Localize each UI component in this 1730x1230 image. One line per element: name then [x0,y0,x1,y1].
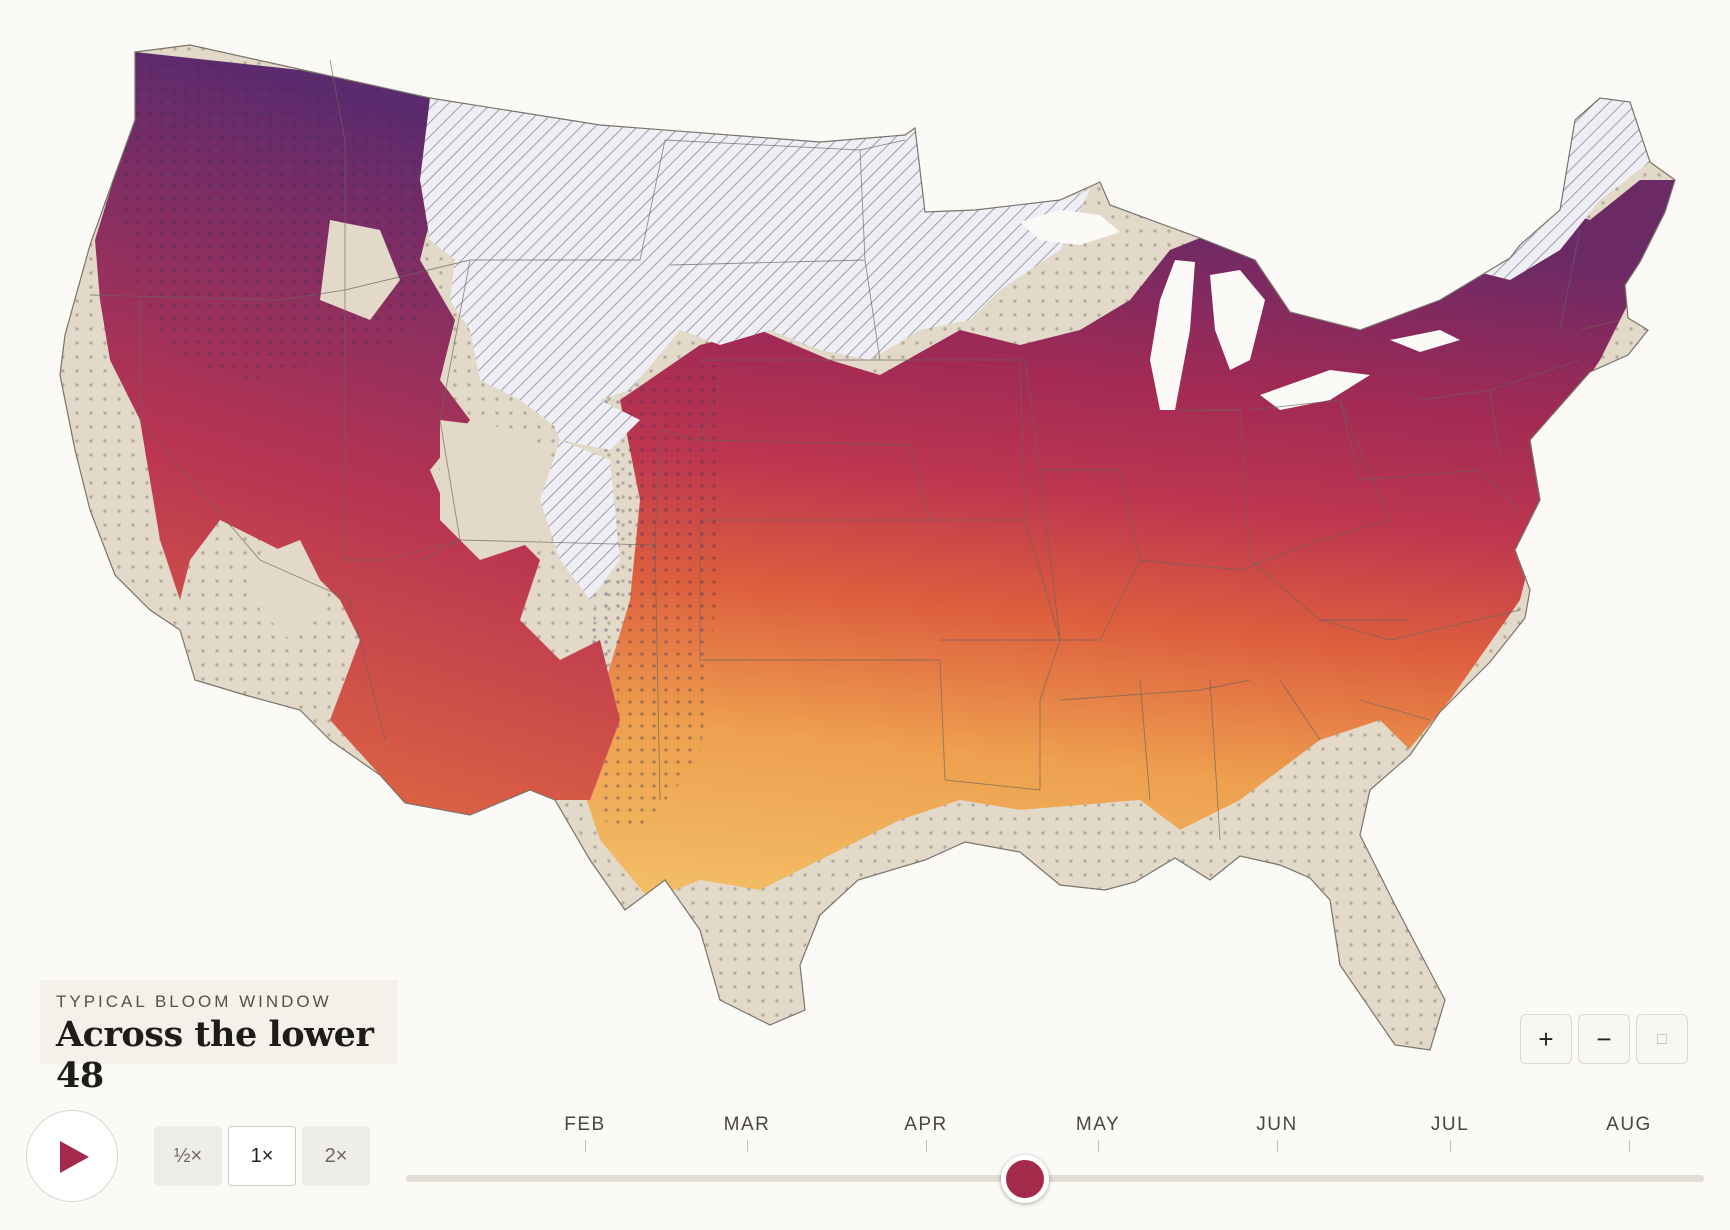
speed-2x-button[interactable]: 2× [302,1126,370,1186]
state-borders [89,59,1621,841]
map-kicker: TYPICAL BLOOM WINDOW [56,992,332,1011]
month-tick [1098,1140,1099,1152]
month-label-jun: JUN [1256,1114,1298,1135]
month-label-mar: MAR [723,1114,771,1135]
timeline-slider-thumb[interactable] [1001,1155,1050,1203]
month-label-aug: AUG [1606,1114,1652,1135]
speed-half-button[interactable]: ½× [154,1126,222,1186]
bloom-region-east [580,180,1675,900]
bloom-map[interactable] [0,0,1730,1080]
us-outline [59,44,1676,1051]
play-button[interactable] [26,1110,118,1202]
great-lakes [1020,210,1460,410]
play-icon [60,1141,89,1173]
month-tick [585,1140,586,1152]
month-label-apr: APR [904,1114,948,1135]
month-label-may: MAY [1075,1114,1121,1135]
map-title-card: TYPICAL BLOOM WINDOW Across the lower 48 [40,980,398,1096]
not-yet-bloomed-north [420,98,1090,430]
speed-1x-button[interactable]: 1× [228,1126,296,1186]
reset-view-button[interactable] [1636,1014,1688,1064]
month-tick [1277,1140,1278,1152]
month-tick [1629,1140,1630,1152]
timeline-track[interactable] [406,1175,1704,1182]
square-icon [1657,1034,1667,1044]
month-tick [1450,1140,1451,1152]
month-tick [926,1140,927,1152]
month-label-jul: JUL [1430,1114,1470,1135]
map-title: Across the lower 48 [56,1014,374,1096]
month-label-feb: FEB [564,1114,606,1135]
month-tick [747,1140,748,1152]
zoom-out-button[interactable]: − [1578,1014,1630,1064]
zoom-in-button[interactable]: + [1520,1014,1572,1064]
